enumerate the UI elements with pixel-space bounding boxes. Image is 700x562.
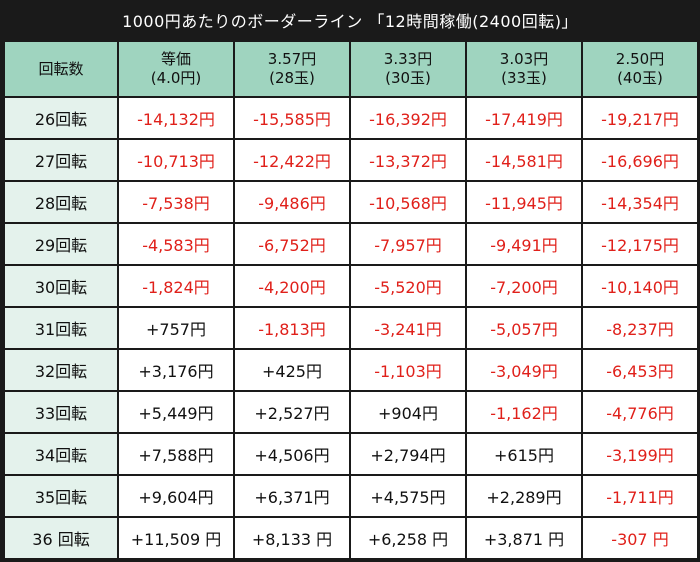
row-label: 28回転 <box>3 180 119 224</box>
table-cell: -3,241円 <box>349 306 467 350</box>
column-header: 3.57円 (28玉) <box>233 40 351 98</box>
table-cell: +2,527円 <box>233 390 351 434</box>
table-row: 31回転 +757円 -1,813円 -3,241円 -5,057円 -8,237円 <box>3 306 699 350</box>
column-header: 3.03円 (33玉) <box>465 40 583 98</box>
column-rate: 3.03円 <box>499 50 549 68</box>
table-cell: +757円 <box>117 306 235 350</box>
table-cell: -6,453円 <box>581 348 699 392</box>
table-cell: -19,217円 <box>581 96 699 140</box>
column-sub: (4.0円) <box>150 69 202 87</box>
row-label: 34回転 <box>3 432 119 476</box>
table-cell: -12,422円 <box>233 138 351 182</box>
table-cell: -6,752円 <box>233 222 351 266</box>
table-cell: +6,371円 <box>233 474 351 518</box>
header-row: 回転数 等価 (4.0円) 3.57円 (28玉) 3.33円 (30玉) 3.… <box>3 40 699 98</box>
column-sub: (28玉) <box>269 69 315 87</box>
row-label: 35回転 <box>3 474 119 518</box>
row-label: 29回転 <box>3 222 119 266</box>
table-cell: -7,538円 <box>117 180 235 224</box>
table-cell: -4,583円 <box>117 222 235 266</box>
table-cell: -14,354円 <box>581 180 699 224</box>
table-row: 30回転 -1,824円 -4,200円 -5,520円 -7,200円 -10,140円 <box>3 264 699 308</box>
table-row: 35回転 +9,604円 +6,371円 +4,575円 +2,289円 -1,711円 <box>3 474 699 518</box>
table-cell: -16,696円 <box>581 138 699 182</box>
column-header: 2.50円 (40玉) <box>581 40 699 98</box>
column-header: 等価 (4.0円) <box>117 40 235 98</box>
table-cell: -15,585円 <box>233 96 351 140</box>
row-label: 32回転 <box>3 348 119 392</box>
table-cell: -17,419円 <box>465 96 583 140</box>
column-header: 3.33円 (30玉) <box>349 40 467 98</box>
row-label: 26回転 <box>3 96 119 140</box>
row-label: 33回転 <box>3 390 119 434</box>
border-line-table: 回転数 等価 (4.0円) 3.57円 (28玉) 3.33円 (30玉) 3.… <box>3 40 699 560</box>
table-cell: -16,392円 <box>349 96 467 140</box>
table-cell: -10,713円 <box>117 138 235 182</box>
table-cell: -3,199円 <box>581 432 699 476</box>
row-label: 27回転 <box>3 138 119 182</box>
table-cell: +615円 <box>465 432 583 476</box>
table-row: 26回転 -14,132円 -15,585円 -16,392円 -17,419円 -19,… <box>3 96 699 140</box>
column-rate: 3.33円 <box>383 50 433 68</box>
table-cell: +4,575円 <box>349 474 467 518</box>
table-row: 34回転 +7,588円 +4,506円 +2,794円 +615円 -3,199円 <box>3 432 699 476</box>
table-cell: -3,049円 <box>465 348 583 392</box>
table-cell: +11,509 円 <box>117 516 235 560</box>
column-sub: (40玉) <box>617 69 663 87</box>
table-cell: -1,103円 <box>349 348 467 392</box>
table-cell: -5,057円 <box>465 306 583 350</box>
table-row: 32回転 +3,176円 +425円 -1,103円 -3,049円 -6,453円 <box>3 348 699 392</box>
table-row: 29回転 -4,583円 -6,752円 -7,957円 -9,491円 -12,175円 <box>3 222 699 266</box>
table-cell: -4,200円 <box>233 264 351 308</box>
table-cell: +425円 <box>233 348 351 392</box>
table-cell: -9,491円 <box>465 222 583 266</box>
table-cell: -7,200円 <box>465 264 583 308</box>
table-cell: +2,289円 <box>465 474 583 518</box>
table-cell: +3,176円 <box>117 348 235 392</box>
table-cell: -9,486円 <box>233 180 351 224</box>
row-label: 36 回転 <box>3 516 119 560</box>
table-row: 33回転 +5,449円 +2,527円 +904円 -1,162円 -4,776円 <box>3 390 699 434</box>
table-row: 28回転 -7,538円 -9,486円 -10,568円 -11,945円 -14,35… <box>3 180 699 224</box>
table-cell: -13,372円 <box>349 138 467 182</box>
table-row: 27回転 -10,713円 -12,422円 -13,372円 -14,581円 -16,… <box>3 138 699 182</box>
table-cell: +9,604円 <box>117 474 235 518</box>
table-cell: +7,588円 <box>117 432 235 476</box>
table-cell: -8,237円 <box>581 306 699 350</box>
table-cell: +8,133 円 <box>233 516 351 560</box>
table-cell: -5,520円 <box>349 264 467 308</box>
column-sub: (30玉) <box>385 69 431 87</box>
table-cell: -10,140円 <box>581 264 699 308</box>
table-cell: -1,813円 <box>233 306 351 350</box>
row-label: 30回転 <box>3 264 119 308</box>
column-sub: (33玉) <box>501 69 547 87</box>
table-cell: +3,871 円 <box>465 516 583 560</box>
table-row: 36 回転 +11,509 円 +8,133 円 +6,258 円 +3,871 円 -3… <box>3 516 699 560</box>
table-cell: -14,581円 <box>465 138 583 182</box>
table-cell: -307 円 <box>581 516 699 560</box>
table-cell: -1,162円 <box>465 390 583 434</box>
table-cell: +4,506円 <box>233 432 351 476</box>
table-cell: -1,711円 <box>581 474 699 518</box>
table-cell: +6,258 円 <box>349 516 467 560</box>
corner-header: 回転数 <box>3 40 119 98</box>
table-cell: +5,449円 <box>117 390 235 434</box>
table-cell: +904円 <box>349 390 467 434</box>
table-cell: -11,945円 <box>465 180 583 224</box>
column-rate: 3.57円 <box>267 50 317 68</box>
column-rate: 2.50円 <box>615 50 665 68</box>
table-cell: -4,776円 <box>581 390 699 434</box>
column-rate: 等価 <box>160 50 191 68</box>
page-title: 1000円あたりのボーダーライン 「12時間稼働(2400回転)」 <box>122 12 578 31</box>
table-cell: -7,957円 <box>349 222 467 266</box>
table-cell: +2,794円 <box>349 432 467 476</box>
row-label: 31回転 <box>3 306 119 350</box>
table-cell: -1,824円 <box>117 264 235 308</box>
table-cell: -12,175円 <box>581 222 699 266</box>
table-cell: -10,568円 <box>349 180 467 224</box>
table-cell: -14,132円 <box>117 96 235 140</box>
